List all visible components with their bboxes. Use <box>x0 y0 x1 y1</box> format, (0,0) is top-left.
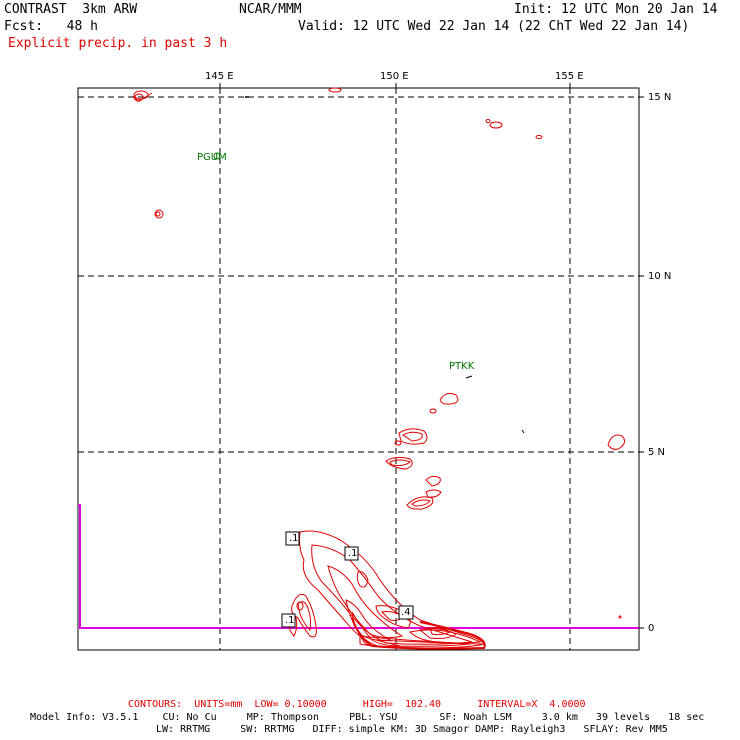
precip-cell <box>425 489 442 498</box>
lat-label-15n: 15 N <box>648 92 672 103</box>
island-marker <box>521 429 525 434</box>
precip-cell <box>389 459 411 467</box>
plot-title: CONTRAST 3km ARW <box>4 2 138 17</box>
precip-cell <box>297 601 312 632</box>
precip-cell <box>406 496 434 510</box>
graticule <box>78 88 639 650</box>
org-label: NCAR/MMM <box>239 2 302 17</box>
precip-contours <box>132 87 626 650</box>
precip-cell <box>311 544 473 645</box>
precip-cell <box>327 565 404 639</box>
precip-cell <box>418 628 457 639</box>
precip-cell <box>328 87 342 93</box>
forecast-hour: Fcst: 48 h <box>4 19 98 34</box>
contour-label-boxes <box>281 531 414 628</box>
precip-cell <box>356 571 369 588</box>
field-name: Explicit precip. in past 3 h <box>8 36 228 51</box>
precip-cell <box>425 475 441 487</box>
precip-cell <box>535 135 543 139</box>
contour-label: .1 <box>348 548 358 559</box>
precip-cell <box>411 499 431 507</box>
map-frame <box>77 87 640 651</box>
contour-label: .4 <box>401 607 411 618</box>
lat-label-10n: 10 N <box>648 271 672 282</box>
precip-cell <box>132 92 153 102</box>
island-ptkk <box>465 375 473 379</box>
model-info-line1: Model Info: V3.5.1 CU: No Cu MP: Thompso… <box>30 712 705 723</box>
init-time: Init: 12 UTC Mon 20 Jan 14 <box>514 2 718 17</box>
lon-label-155e: 155 E <box>555 71 584 82</box>
ticks <box>219 83 644 629</box>
precip-cell <box>154 209 164 219</box>
station-label-ptkk: PTKK <box>449 361 475 372</box>
station-label-pgum: PGUM <box>197 152 227 163</box>
contour-info: CONTOURS: UNITS=mm LOW= 0.10000 HIGH= 10… <box>128 699 586 710</box>
lon-label-150e: 150 E <box>380 71 409 82</box>
valid-time: Valid: 12 UTC Wed 22 Jan 14 (22 ChT Wed … <box>298 19 690 34</box>
precip-cell <box>291 593 317 638</box>
precip-cell <box>485 119 491 123</box>
lon-label-145e: 145 E <box>205 71 234 82</box>
precip-cell <box>402 431 423 442</box>
precip-cell <box>134 93 144 101</box>
precip-cell <box>439 392 459 405</box>
precip-cell <box>296 601 304 611</box>
lat-label-0: 0 <box>648 623 655 634</box>
precip-cell <box>375 639 471 647</box>
precip-cell <box>398 428 428 445</box>
precip-cell <box>408 629 482 644</box>
precip-cell <box>385 456 413 470</box>
contour-label: .1 <box>285 615 295 626</box>
contour-label: .1 <box>289 533 299 544</box>
precip-cell <box>375 605 411 629</box>
precip-envelope <box>351 617 486 650</box>
precip-cell <box>607 434 626 450</box>
precip-cell <box>429 627 452 636</box>
station-marker-pgum <box>213 152 221 160</box>
precip-cell <box>489 121 503 129</box>
precip-cell <box>618 615 622 619</box>
precip-cell <box>429 408 437 414</box>
model-info-line2: LW: RRTMG SW: RRTMG DIFF: simple KM: 3D … <box>156 724 668 735</box>
precip-cell <box>394 440 402 446</box>
precip-cell <box>155 211 161 217</box>
lat-label-5n: 5 N <box>648 447 666 458</box>
domain-boundary <box>78 504 639 629</box>
